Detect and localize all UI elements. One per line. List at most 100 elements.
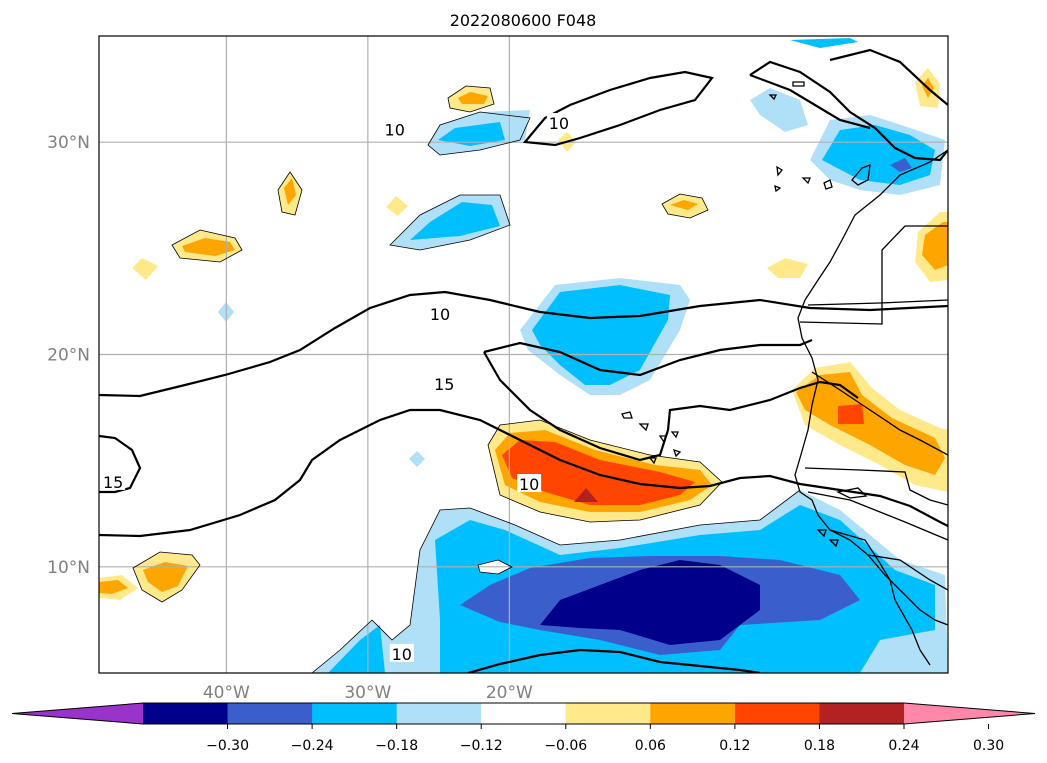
y-tick-label: 30°N	[47, 133, 90, 153]
colorbar-tick-label: −0.24	[291, 738, 334, 754]
anomaly-region-northeast-negative	[822, 125, 935, 185]
colorbar-tick-label: −0.06	[544, 738, 587, 754]
contour-line-labels: 10 10 10 15 10 15 10	[101, 113, 571, 664]
island	[670, 431, 679, 439]
anomaly-region-north-positive	[767, 258, 808, 278]
contour-10	[467, 648, 761, 673]
anomaly-region-west-positive	[99, 580, 128, 594]
border-line	[807, 491, 948, 541]
anomaly-region-mid-negative	[532, 285, 670, 385]
anomaly-region-small-negative	[409, 451, 425, 467]
y-tick-label: 10°N	[47, 558, 90, 578]
contour-15	[483, 351, 859, 462]
colorbar-segment	[650, 703, 736, 724]
anomaly-region-northeast-negative	[790, 38, 858, 48]
island	[851, 164, 871, 186]
island	[768, 94, 778, 101]
thin-outlines	[132, 85, 801, 673]
island	[621, 411, 633, 419]
x-tick-label: 40°W	[203, 683, 250, 703]
anomaly-region-north-positive	[670, 200, 698, 210]
colorbar-outline	[11, 702, 1036, 725]
border-line	[807, 299, 948, 306]
border-line	[804, 467, 948, 506]
island	[828, 539, 839, 548]
anomaly-region-west-positive	[143, 562, 188, 592]
contour-label: 15	[434, 375, 454, 394]
contour-lines	[99, 48, 948, 673]
colorbar-tick-label: 0.12	[719, 738, 750, 754]
border-line	[799, 225, 948, 325]
border-line	[894, 599, 931, 666]
anomaly-region-west-positive	[182, 238, 235, 256]
map-frame	[98, 35, 949, 674]
border-line	[867, 554, 948, 591]
contour-15	[99, 434, 142, 494]
anomaly-region-northeast-negative	[890, 158, 912, 172]
y-tick-label: 20°N	[47, 346, 90, 366]
anomaly-region-central-positive	[574, 488, 598, 502]
coastlines	[621, 81, 948, 666]
colorbar-segment	[565, 703, 651, 724]
colorbar-segment	[819, 703, 905, 724]
colorbar-tick-label: −0.30	[206, 738, 249, 754]
contour-label-background	[517, 474, 542, 493]
island	[672, 448, 682, 458]
colorbar-tick-label: 0.06	[635, 738, 666, 754]
contour-10	[829, 48, 948, 106]
contour-10	[522, 70, 714, 147]
contour-label-background	[382, 119, 407, 138]
island	[774, 184, 782, 193]
colorbar-tick-label: 0.24	[888, 738, 919, 754]
chart-title: 2022080600 F048	[450, 11, 597, 30]
colorbar-tick-label: −0.12	[460, 738, 503, 754]
colorbar-segment	[312, 703, 398, 724]
anomaly-region-coast-positive	[838, 404, 864, 424]
anomaly-region-west-positive	[132, 258, 158, 280]
colorbar-segment	[481, 703, 567, 724]
colorbar-extend-high	[904, 703, 1035, 724]
island	[836, 487, 868, 499]
contour-label-background	[428, 304, 453, 323]
anomaly-region-north-negative	[438, 122, 505, 146]
island	[776, 165, 783, 177]
contour-label-background	[101, 471, 126, 490]
x-axis-ticks: 40°W 30°W 20°W	[203, 683, 533, 703]
map-panel: 10 10 10 15 10 15 10	[98, 35, 949, 674]
colorbar-segment	[734, 703, 820, 724]
anomaly-region-northeast-negative	[750, 88, 808, 132]
colorbar-segment	[143, 703, 229, 724]
contour-10	[99, 408, 948, 538]
anomaly-region-east-positive	[922, 222, 948, 270]
africa-coastline	[794, 149, 948, 626]
anomaly-region-north-negative	[410, 202, 500, 240]
island	[638, 423, 649, 432]
island	[801, 177, 811, 185]
y-axis-ticks: 10°N 20°N 30°N	[47, 133, 90, 578]
colorbar-segment	[396, 703, 482, 724]
colorbar: −0.30 −0.24 −0.18 −0.12 −0.06 0.06 0.12 0.18 0.2…	[11, 702, 1036, 754]
contour-label-background	[432, 374, 457, 393]
colorbar-tick-label: −0.18	[375, 738, 418, 754]
anomaly-region-coast-positive	[796, 372, 945, 475]
filled-contours	[99, 38, 948, 673]
anomaly-region-west-positive	[284, 178, 296, 205]
colorbar-extend-low	[12, 703, 143, 724]
colorbar-tick-label: 0.30	[973, 738, 1004, 754]
anomaly-region-north-positive	[386, 196, 408, 216]
contour-10	[99, 290, 948, 398]
x-tick-label: 30°W	[344, 683, 391, 703]
contour-label: 10	[519, 475, 539, 494]
contour-label-background	[389, 643, 414, 662]
island	[648, 457, 657, 465]
contour-label: 10	[385, 120, 405, 139]
contour-label-background	[546, 113, 571, 132]
island	[816, 529, 827, 538]
border-line	[829, 529, 896, 601]
gridlines	[99, 36, 948, 673]
contour-label: 10	[549, 114, 569, 133]
island	[823, 179, 833, 190]
contour-10	[749, 60, 948, 162]
island	[792, 81, 805, 87]
